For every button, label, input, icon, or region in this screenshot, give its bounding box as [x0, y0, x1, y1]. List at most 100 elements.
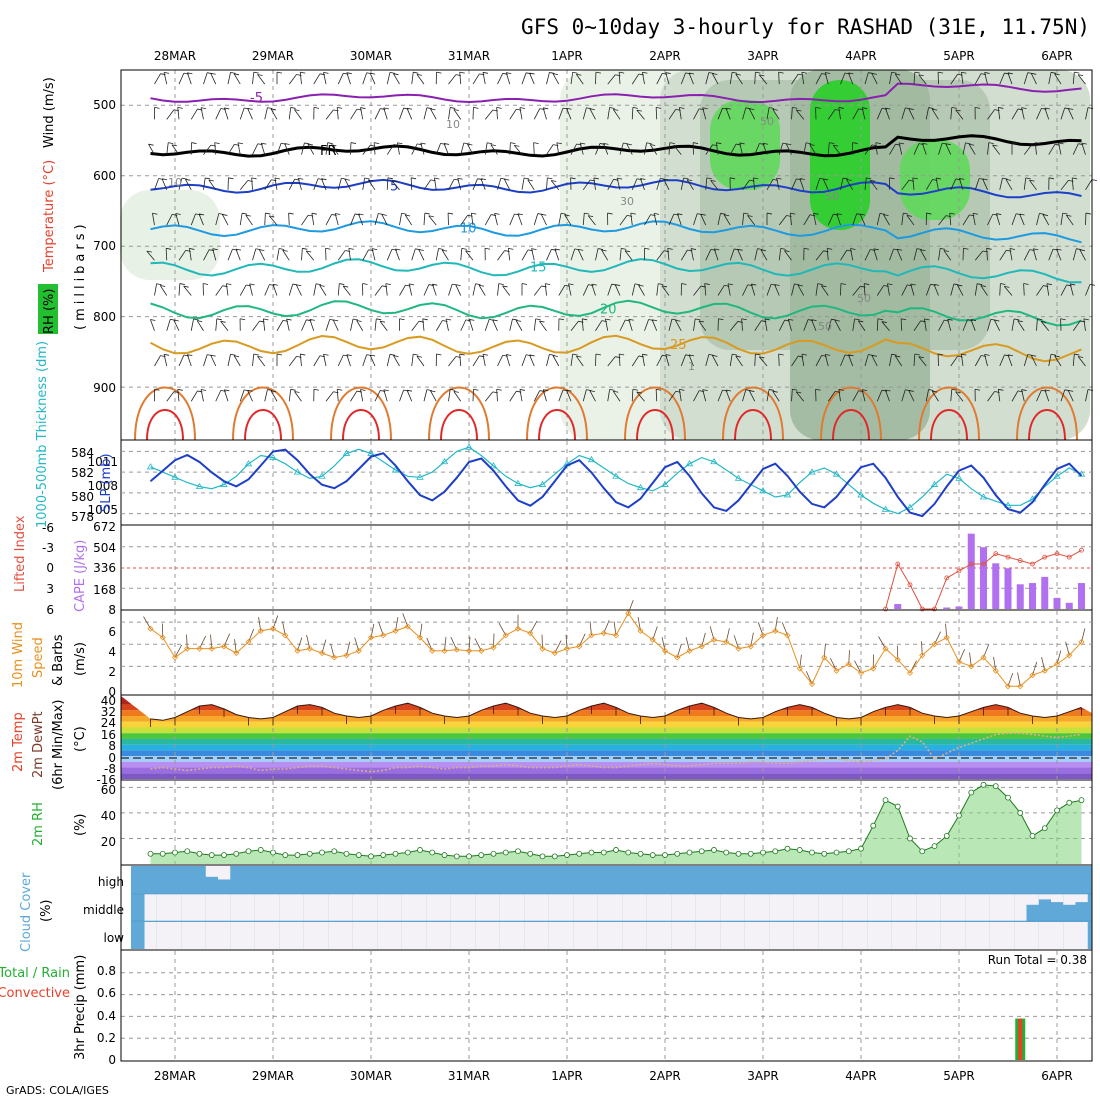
- wind-barb: [527, 179, 535, 191]
- wind-barb: [459, 354, 462, 367]
- clear-sky-block: [634, 894, 647, 921]
- wind-barb-flag: [214, 142, 220, 145]
- wind-barb-flag: [729, 177, 736, 180]
- wind-barb-flag: [450, 388, 456, 391]
- wind-barb: [789, 213, 792, 226]
- wind-point: [1053, 661, 1061, 668]
- wind-barb: [252, 143, 259, 155]
- wind-barb: [999, 178, 1003, 190]
- wind-barb-flag: [634, 283, 641, 286]
- wind-barb-flag: [393, 355, 399, 357]
- wind-barb-flag: [714, 248, 720, 251]
- clear-sky-block: [291, 894, 304, 921]
- clear-sky-block: [303, 894, 316, 921]
- wind-barb-flag: [282, 249, 288, 252]
- clear-sky-block: [328, 922, 341, 949]
- upper-wind-barbs: [146, 71, 1097, 402]
- wind-barb-flag: [364, 177, 370, 180]
- wind-barb-flag: [370, 354, 376, 357]
- wind-barb-flag: [506, 354, 512, 356]
- wind-barb: [885, 107, 890, 120]
- wind-barb-flag: [992, 144, 998, 147]
- wind-barb: [984, 72, 988, 85]
- wind-barb-flag: [445, 318, 452, 321]
- wind-barb-flag: [442, 249, 448, 252]
- date-label: 31MAR: [448, 1069, 490, 1083]
- clear-sky-block: [169, 894, 182, 921]
- wind-barb-flag: [769, 389, 775, 391]
- wind-barb-flag: [350, 142, 356, 144]
- clear-sky-block: [818, 922, 831, 949]
- wind10m-frame: [120, 609, 1093, 696]
- wind-barb: [889, 72, 892, 85]
- wind-point: [343, 652, 350, 659]
- wind-barb: [1044, 389, 1050, 402]
- rh-point: [380, 852, 387, 858]
- clear-sky-block: [487, 894, 500, 921]
- wind-barb: [700, 214, 707, 226]
- wind-barb-flag: [556, 142, 562, 145]
- wind-barb: [992, 144, 1001, 155]
- clear-sky-block: [365, 894, 378, 921]
- wind-barb: [885, 389, 890, 402]
- heat-lobe-inner: [930, 409, 968, 441]
- wind-barb: [188, 248, 192, 261]
- wind-barb-flag: [416, 73, 423, 76]
- wind-barb-flag: [259, 249, 265, 251]
- wind-barb-flag: [370, 72, 376, 75]
- clear-sky-block: [695, 894, 708, 921]
- thickness-point: [465, 443, 473, 450]
- wind-barb-flag: [630, 212, 636, 215]
- wind-barb: [233, 355, 241, 367]
- wind-barb-flag: [988, 142, 994, 145]
- wind-barb: [970, 319, 976, 331]
- wind-barb: [544, 283, 547, 296]
- minmax-label: (6hr Min/Max): [51, 700, 66, 790]
- clear-sky-block: [463, 922, 476, 949]
- wind-barb: [257, 74, 266, 85]
- clear-sky-block: [524, 894, 537, 921]
- clear-sky-block: [426, 894, 439, 921]
- wind-barb-flag: [957, 284, 963, 287]
- wind-barb: [570, 321, 579, 332]
- wind-barb-flag: [940, 248, 946, 250]
- wind-barb: [589, 390, 596, 402]
- wind-barb: [214, 142, 217, 155]
- wind-point: [453, 646, 460, 653]
- dewpt2m-series-line: [150, 732, 1082, 773]
- wind-barb-flag: [732, 71, 738, 74]
- wind-barb: [150, 319, 155, 331]
- wind-barb: [668, 213, 675, 226]
- wind-barb-flag: [922, 142, 928, 145]
- wind-barb-flag: [854, 318, 860, 321]
- credit-text: GrADS: COLA/IGES: [6, 1084, 109, 1097]
- wind-barb-flag: [403, 107, 409, 110]
- wind-barb: [239, 213, 243, 226]
- wind-point: [1041, 667, 1048, 674]
- wind-barb-flag: [702, 107, 708, 110]
- wind-barb-flag: [632, 106, 638, 109]
- wind-barb-flag: [704, 283, 710, 285]
- wind-barb-flag: [1041, 321, 1047, 323]
- pressure-ticks: 500 600 700 800 900: [93, 98, 116, 395]
- wind-barb: [801, 354, 805, 367]
- wind-barb-flag: [1016, 213, 1022, 216]
- wind-barb: [484, 109, 494, 120]
- wind-barb: [667, 248, 670, 261]
- thickness-grid: [121, 441, 1092, 524]
- wind-barb: [1023, 72, 1029, 85]
- wind-barb: [864, 144, 873, 155]
- wind-barb: [712, 355, 719, 367]
- wind-barb-flag: [688, 72, 695, 75]
- wind-barb-flag: [1054, 73, 1060, 76]
- thickness-point: [514, 479, 522, 486]
- wind-barb-flag: [541, 213, 547, 216]
- wind-barb: [416, 74, 425, 85]
- wind-barb: [552, 355, 560, 367]
- wind-point: [392, 627, 399, 634]
- temp-tick: 40: [101, 694, 116, 708]
- thickness-point: [857, 491, 865, 498]
- wind-barb: [852, 108, 859, 120]
- wind-barb: [299, 72, 302, 85]
- wind-barb-flag: [233, 73, 240, 76]
